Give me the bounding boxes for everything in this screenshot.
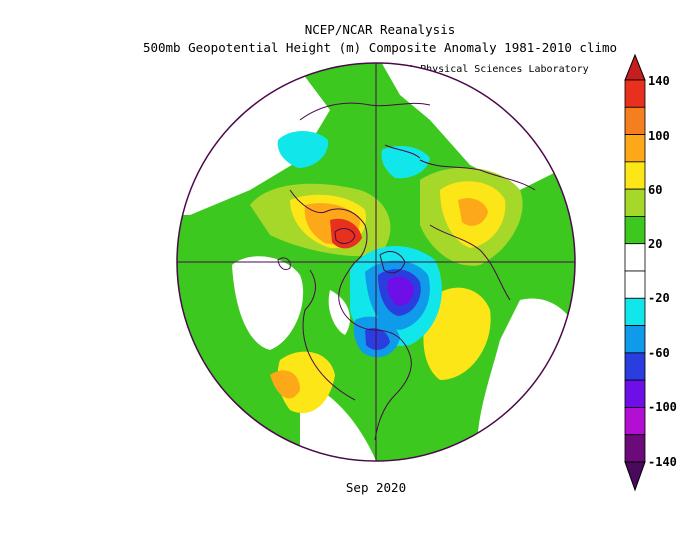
colorbar-label: 140 xyxy=(648,74,670,88)
neutral-region xyxy=(232,256,304,350)
map-boundary xyxy=(176,62,576,462)
positive-anomaly xyxy=(458,198,488,226)
colorbar-bin xyxy=(624,188,646,217)
neutral-region xyxy=(328,290,350,335)
colorbar-bin xyxy=(624,134,646,163)
colorbar-bin xyxy=(624,79,646,108)
map-gridlines xyxy=(177,63,575,461)
chart-subtitle: 500mb Geopotential Height (m) Composite … xyxy=(142,40,618,55)
colorbar-label: 100 xyxy=(648,129,670,143)
colorbar-bin xyxy=(624,270,646,299)
colorbar-label: -20 xyxy=(648,291,670,305)
colorbar-bin xyxy=(624,216,646,245)
colorbar-bin xyxy=(624,243,646,272)
credit-label: NOAA Physical Sciences Laboratory xyxy=(390,64,589,75)
colorbar-label: -100 xyxy=(648,400,677,414)
colorbar-bin xyxy=(624,325,646,354)
chart-title: NCEP/NCAR Reanalysis xyxy=(304,22,456,37)
colorbar-bin xyxy=(624,352,646,381)
date-label: Sep 2020 xyxy=(345,480,407,495)
coastlines xyxy=(277,102,536,441)
colorbar-bin xyxy=(624,379,646,408)
positive-max-anomaly xyxy=(330,218,362,249)
positive-anomaly xyxy=(423,287,491,380)
colorbar-labels: 140 100 60 20 -20 -60 -100 -140 xyxy=(648,74,677,469)
negative-max-anomaly xyxy=(387,276,414,306)
colorbar-label: -140 xyxy=(648,455,677,469)
colorbar-label: 60 xyxy=(648,183,662,197)
colorbar-bin xyxy=(624,434,646,463)
positive-anomaly xyxy=(270,370,300,399)
negative-anomaly xyxy=(381,146,430,179)
negative-anomaly xyxy=(365,328,390,350)
colorbar-bottom-arrow xyxy=(624,461,646,492)
colorbar-bins xyxy=(624,79,646,463)
negative-anomaly xyxy=(277,131,329,168)
colorbar-top-arrow xyxy=(624,53,646,81)
colorbar-bin xyxy=(624,106,646,135)
colorbar-bin xyxy=(624,407,646,436)
colorbar-label: -60 xyxy=(648,346,670,360)
colorbar-label: 20 xyxy=(648,237,662,251)
colorbar-bin xyxy=(624,297,646,326)
colorbar-bin xyxy=(624,161,646,190)
